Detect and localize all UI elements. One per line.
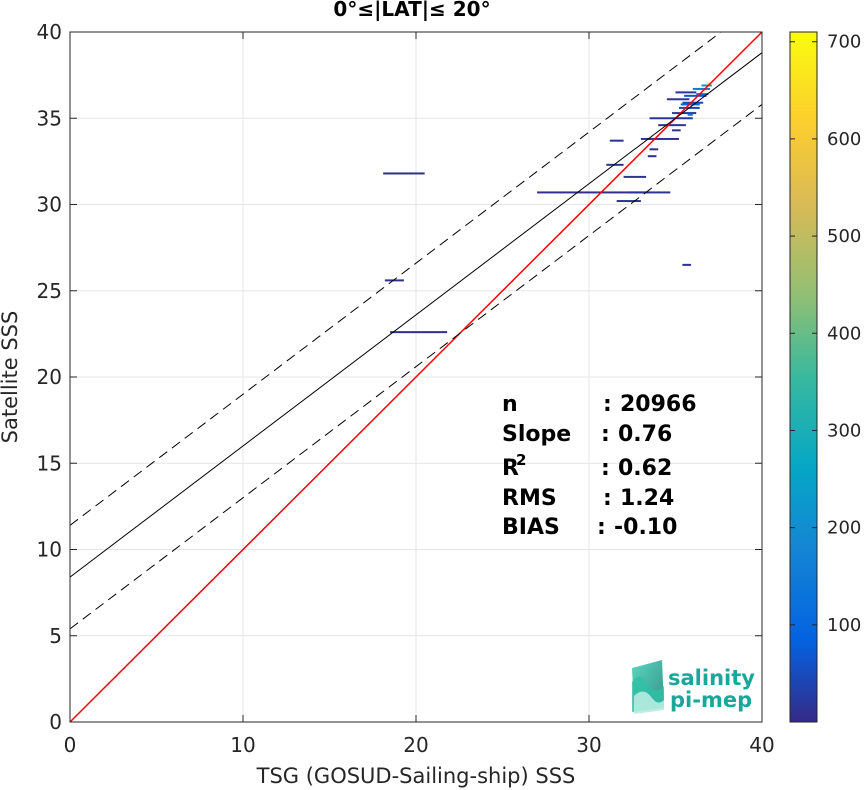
colorbar-tick-label: 700 bbox=[827, 32, 861, 53]
data-bin bbox=[684, 94, 707, 97]
data-bin bbox=[383, 172, 425, 175]
data-bin bbox=[701, 84, 712, 87]
data-bin bbox=[390, 331, 448, 334]
data-bin bbox=[609, 139, 624, 142]
salinity-pimep-logo: salinity pi-mep bbox=[632, 660, 755, 714]
y-tick-label: 30 bbox=[37, 193, 62, 217]
stat-value: 1.24 bbox=[620, 486, 674, 511]
stat-label: RMS bbox=[502, 486, 557, 511]
y-tick-label: 40 bbox=[37, 20, 62, 44]
fit-lines bbox=[70, 32, 762, 722]
data-bin bbox=[682, 101, 704, 104]
data-bin bbox=[384, 279, 404, 282]
data-bin bbox=[672, 129, 681, 132]
colorbar-tick-label: 400 bbox=[827, 323, 861, 344]
data-bin bbox=[658, 124, 686, 127]
data-bin bbox=[606, 163, 624, 166]
x-axis-label: TSG (GOSUD-Sailing-ship) SSS bbox=[256, 764, 576, 788]
x-tick-label: 10 bbox=[230, 733, 255, 757]
y-tick-label: 20 bbox=[37, 365, 62, 389]
stat-label-superscript: 2 bbox=[516, 451, 526, 469]
y-tick-label: 25 bbox=[37, 279, 62, 303]
data-bin bbox=[696, 93, 709, 96]
y-tick-label: 35 bbox=[37, 106, 62, 130]
stat-value: 0.76 bbox=[618, 422, 672, 447]
logo-line2: pi-mep bbox=[670, 688, 752, 712]
colorbar-ticks: 100 200 300 400 500 600 700 bbox=[790, 32, 861, 636]
data-bin bbox=[597, 191, 650, 194]
regression-line bbox=[70, 52, 762, 578]
data-bin bbox=[687, 113, 693, 116]
x-tick-label: 40 bbox=[749, 733, 774, 757]
x-tick-label: 0 bbox=[64, 733, 77, 757]
y-tick-label: 10 bbox=[37, 538, 62, 562]
colorbar-tick-label: 500 bbox=[827, 226, 861, 247]
stat-separator: : bbox=[603, 392, 612, 417]
data-bin bbox=[666, 98, 690, 101]
stat-separator: : bbox=[601, 422, 610, 447]
data-bin bbox=[649, 148, 659, 151]
data-bin bbox=[706, 82, 711, 85]
x-tick-label: 20 bbox=[403, 733, 428, 757]
colorbar-tick-label: 100 bbox=[827, 615, 861, 636]
stat-value: 0.62 bbox=[618, 456, 672, 481]
colorbar-tick-label: 200 bbox=[827, 518, 861, 539]
logo-line1: salinity bbox=[668, 666, 755, 690]
x-tick-label: 30 bbox=[576, 733, 601, 757]
y-tick-label: 0 bbox=[49, 710, 62, 734]
stat-separator: : bbox=[603, 486, 612, 511]
chart-title: 0°≤|LAT|≤ 20° bbox=[333, 0, 490, 21]
one-to-one-line bbox=[70, 32, 762, 722]
upper-bound-line bbox=[70, 32, 722, 526]
y-axis-label: Satellite SSS bbox=[0, 311, 22, 444]
stat-label: BIAS bbox=[502, 515, 560, 540]
data-bin bbox=[675, 91, 697, 94]
y-tick-label: 5 bbox=[49, 624, 62, 648]
stat-label: Slope bbox=[502, 422, 571, 447]
colorbar-tick-label: 300 bbox=[827, 420, 861, 441]
stat-value: 20966 bbox=[620, 392, 697, 417]
stat-separator: : bbox=[597, 515, 606, 540]
stat-separator: : bbox=[601, 456, 610, 481]
stat-label: n bbox=[502, 392, 518, 417]
data-bin bbox=[672, 112, 697, 115]
data-points bbox=[383, 82, 712, 334]
data-bin bbox=[628, 191, 671, 194]
data-bin bbox=[692, 87, 711, 90]
logo-wave-front bbox=[634, 691, 664, 714]
data-bin bbox=[649, 117, 693, 120]
data-bin bbox=[616, 200, 641, 203]
data-bin bbox=[647, 155, 657, 158]
data-bin bbox=[623, 175, 647, 178]
y-tick-label: 15 bbox=[37, 451, 62, 475]
data-bin bbox=[640, 137, 679, 140]
stat-label: R bbox=[502, 456, 519, 481]
data-bin bbox=[537, 191, 598, 194]
stat-value: -0.10 bbox=[614, 515, 677, 540]
data-bin bbox=[682, 263, 692, 266]
axis-ticks: 0 10 20 30 40 0 5 10 15 20 25 30 35 40 bbox=[37, 20, 775, 757]
colorbar bbox=[789, 31, 818, 723]
colorbar-tick-label: 600 bbox=[827, 129, 861, 150]
lower-bound-line bbox=[70, 104, 762, 630]
